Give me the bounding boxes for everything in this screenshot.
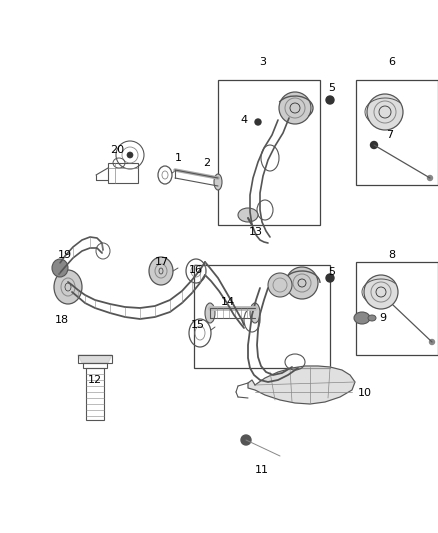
Ellipse shape: [205, 303, 215, 323]
Text: 5: 5: [328, 83, 336, 93]
Text: 12: 12: [88, 375, 102, 385]
Text: 14: 14: [221, 297, 235, 307]
Text: 6: 6: [389, 57, 396, 67]
Bar: [218, 80, 320, 225]
Text: 16: 16: [189, 265, 203, 275]
Bar: [86, 368, 104, 420]
Circle shape: [430, 340, 434, 344]
Bar: [83, 363, 107, 368]
Text: 5: 5: [328, 267, 336, 277]
Circle shape: [255, 119, 261, 125]
Ellipse shape: [286, 267, 318, 299]
Circle shape: [241, 435, 251, 445]
Text: 15: 15: [191, 320, 205, 330]
Ellipse shape: [54, 270, 82, 304]
Ellipse shape: [268, 273, 292, 297]
Bar: [356, 262, 438, 355]
Text: 7: 7: [386, 130, 394, 140]
Text: 19: 19: [58, 250, 72, 260]
Text: 8: 8: [389, 250, 396, 260]
Text: 9: 9: [379, 313, 387, 323]
Text: 2: 2: [203, 158, 211, 168]
Circle shape: [371, 141, 378, 149]
Text: 18: 18: [55, 315, 69, 325]
Text: 17: 17: [155, 257, 169, 267]
Ellipse shape: [364, 275, 398, 309]
Polygon shape: [78, 355, 112, 363]
Bar: [108, 163, 138, 183]
Circle shape: [326, 96, 334, 104]
Text: 10: 10: [358, 388, 372, 398]
Ellipse shape: [279, 92, 311, 124]
Bar: [194, 265, 330, 368]
Circle shape: [326, 274, 334, 282]
Ellipse shape: [367, 94, 403, 130]
Ellipse shape: [354, 312, 370, 324]
Ellipse shape: [214, 174, 222, 190]
Text: 13: 13: [249, 227, 263, 237]
Ellipse shape: [250, 303, 260, 323]
Bar: [78, 355, 112, 363]
Bar: [356, 80, 438, 185]
Text: 1: 1: [174, 153, 181, 163]
Text: 4: 4: [240, 115, 247, 125]
Text: 3: 3: [259, 57, 266, 67]
Text: 11: 11: [255, 465, 269, 475]
Text: 20: 20: [110, 145, 124, 155]
Ellipse shape: [238, 208, 258, 222]
Circle shape: [427, 175, 432, 181]
Ellipse shape: [127, 152, 133, 158]
Ellipse shape: [368, 315, 376, 321]
Ellipse shape: [149, 257, 173, 285]
Ellipse shape: [52, 259, 68, 277]
Polygon shape: [248, 366, 355, 404]
